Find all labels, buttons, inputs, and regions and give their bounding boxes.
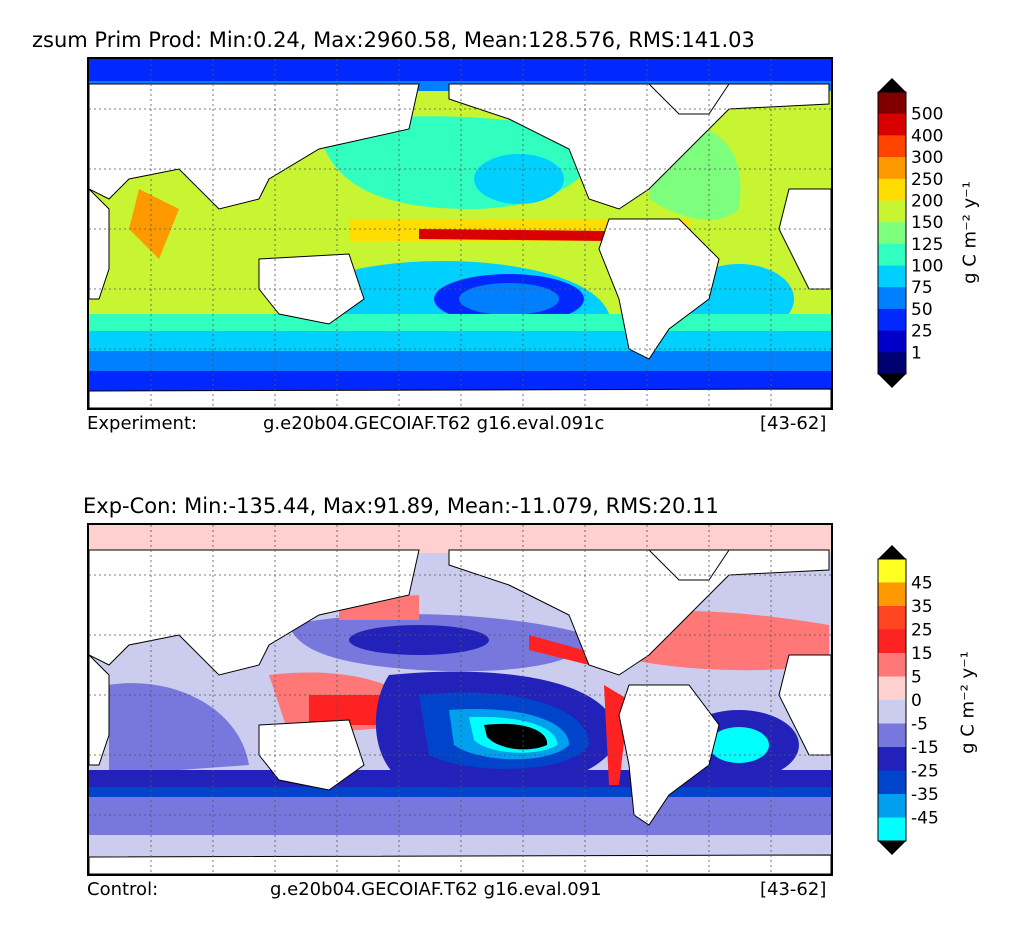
- land-north-america: [448, 549, 830, 676]
- panel2-footer-label: Control:: [87, 879, 159, 900]
- panel2-colorbar-swatch: [878, 606, 906, 630]
- panel2-colorbar-tick-label: -15: [911, 738, 939, 758]
- panel1-colorbar-tick-label: 75: [911, 278, 933, 298]
- panel2-map: [87, 523, 833, 876]
- panel1-map: [87, 57, 833, 410]
- panel1-colorbar-swatch: [878, 200, 906, 223]
- panel1-colorbar-swatch: [878, 178, 906, 201]
- panel1-colorbar-swatch: [878, 157, 906, 180]
- panel2-colorbar-tick-label: -45: [911, 809, 939, 829]
- panel2-colorbar-swatch: [878, 582, 906, 607]
- panel1-colorbar-tick-label: 50: [911, 300, 933, 320]
- panel1-colorbar-tick-label: 150: [911, 213, 943, 233]
- panel2-colorbar-swatch: [878, 794, 906, 818]
- panel2-colorbar-swatch: [878, 723, 906, 748]
- panel2-colorbar-swatch: [878, 629, 906, 654]
- panel1-colorbar-tick-label: 400: [911, 126, 943, 146]
- panel2-colorbar-swatch: [878, 700, 906, 724]
- panel2-colorbar-tick-label: 35: [911, 597, 933, 617]
- panel2-footer-years: [43-62]: [760, 879, 827, 900]
- panel1-colorbar-swatch: [878, 287, 906, 310]
- panel1-colorbar-tick-label: 1: [911, 343, 922, 363]
- panel1-colorbar-tick-label: 200: [911, 191, 943, 211]
- panel2-title: Exp-Con: Min:-135.44, Max:91.89, Mean:-1…: [83, 494, 719, 518]
- panel1-colorbar-tick-label: 125: [911, 235, 943, 255]
- panel1-colorbar-tick-label: 25: [911, 322, 933, 342]
- panel2-colorbar-swatch: [878, 559, 906, 583]
- panel1-colorbar-swatch: [878, 308, 906, 332]
- panel2-colorbar-swatch: [878, 676, 906, 701]
- arctic-band: [89, 59, 831, 81]
- land-antarctica: [89, 388, 831, 408]
- panel2-colorbar-swatch: [878, 653, 906, 677]
- panel1-footer-case: g.e20b04.GECOIAF.T62 g16.eval.091c: [263, 413, 605, 434]
- panel2-colorbar-tick-label: 15: [911, 644, 933, 664]
- panel1-colorbar-extend-bottom: [878, 374, 906, 388]
- panel2-colorbar-swatch: [878, 770, 906, 795]
- land-africa: [89, 654, 110, 766]
- panel2-colorbar: 45 35 25 15 5 0 -5 -15 -25 -35 -45: [877, 545, 978, 855]
- panel2-colorbar-swatch: [878, 747, 906, 771]
- panel1-colorbar-swatch: [878, 265, 906, 288]
- panel1-colorbar-swatch: [878, 330, 906, 353]
- panel1-footer-label: Experiment:: [87, 413, 198, 434]
- panel1-colorbar-swatch: [878, 222, 906, 245]
- panel1-colorbar-swatch: [878, 352, 906, 375]
- panel1-colorbar: 500 400 300 250 200 150 125 100 75 50 25 1: [877, 78, 978, 388]
- equatorial-upwelling: [419, 229, 609, 241]
- land-antarctica: [89, 854, 831, 874]
- land-asia: [89, 549, 420, 676]
- panel1-colorbar-unit: g C m⁻² y⁻¹: [959, 181, 981, 284]
- panel1-colorbar-swatch: [878, 243, 906, 267]
- panel1-colorbar-tick-label: 100: [911, 257, 943, 277]
- panel2-colorbar-unit: g C m⁻² y⁻¹: [957, 651, 979, 754]
- panel2-colorbar-swatch: [878, 817, 906, 842]
- panel1-colorbar-swatch: [878, 113, 906, 136]
- panel2-colorbar-tick-label: -25: [911, 762, 939, 782]
- land-africa: [89, 188, 110, 300]
- panel2-footer-case: g.e20b04.GECOIAF.T62 g16.eval.091: [270, 879, 602, 900]
- panel2-colorbar-tick-label: 5: [911, 668, 922, 688]
- panel1-colorbar-swatch: [878, 92, 906, 115]
- land-north-america: [448, 83, 830, 210]
- panel1-title: zsum Prim Prod: Min:0.24, Max:2960.58, M…: [32, 28, 755, 52]
- panel1-colorbar-extend-top: [878, 78, 906, 92]
- panel2-colorbar-tick-label: 0: [911, 691, 922, 711]
- panel2-colorbar-tick-label: 25: [911, 621, 933, 641]
- panel2-colorbar-extend-bottom: [878, 841, 906, 855]
- panel1-colorbar-tick-label: 300: [911, 148, 943, 168]
- panel1-footer-years: [43-62]: [760, 413, 827, 434]
- panel1-colorbar-swatch: [878, 135, 906, 158]
- panel2-colorbar-tick-label: -35: [911, 785, 939, 805]
- land-asia: [89, 83, 420, 210]
- panel2-colorbar-extend-top: [878, 545, 906, 559]
- minimum-core: [484, 723, 548, 750]
- panel1-colorbar-tick-label: 500: [911, 105, 943, 125]
- arctic-band: [89, 525, 831, 553]
- panel2-colorbar-tick-label: -5: [911, 715, 928, 735]
- panel1-colorbar-tick-label: 250: [911, 170, 943, 190]
- panel2-colorbar-tick-label: 45: [911, 574, 933, 594]
